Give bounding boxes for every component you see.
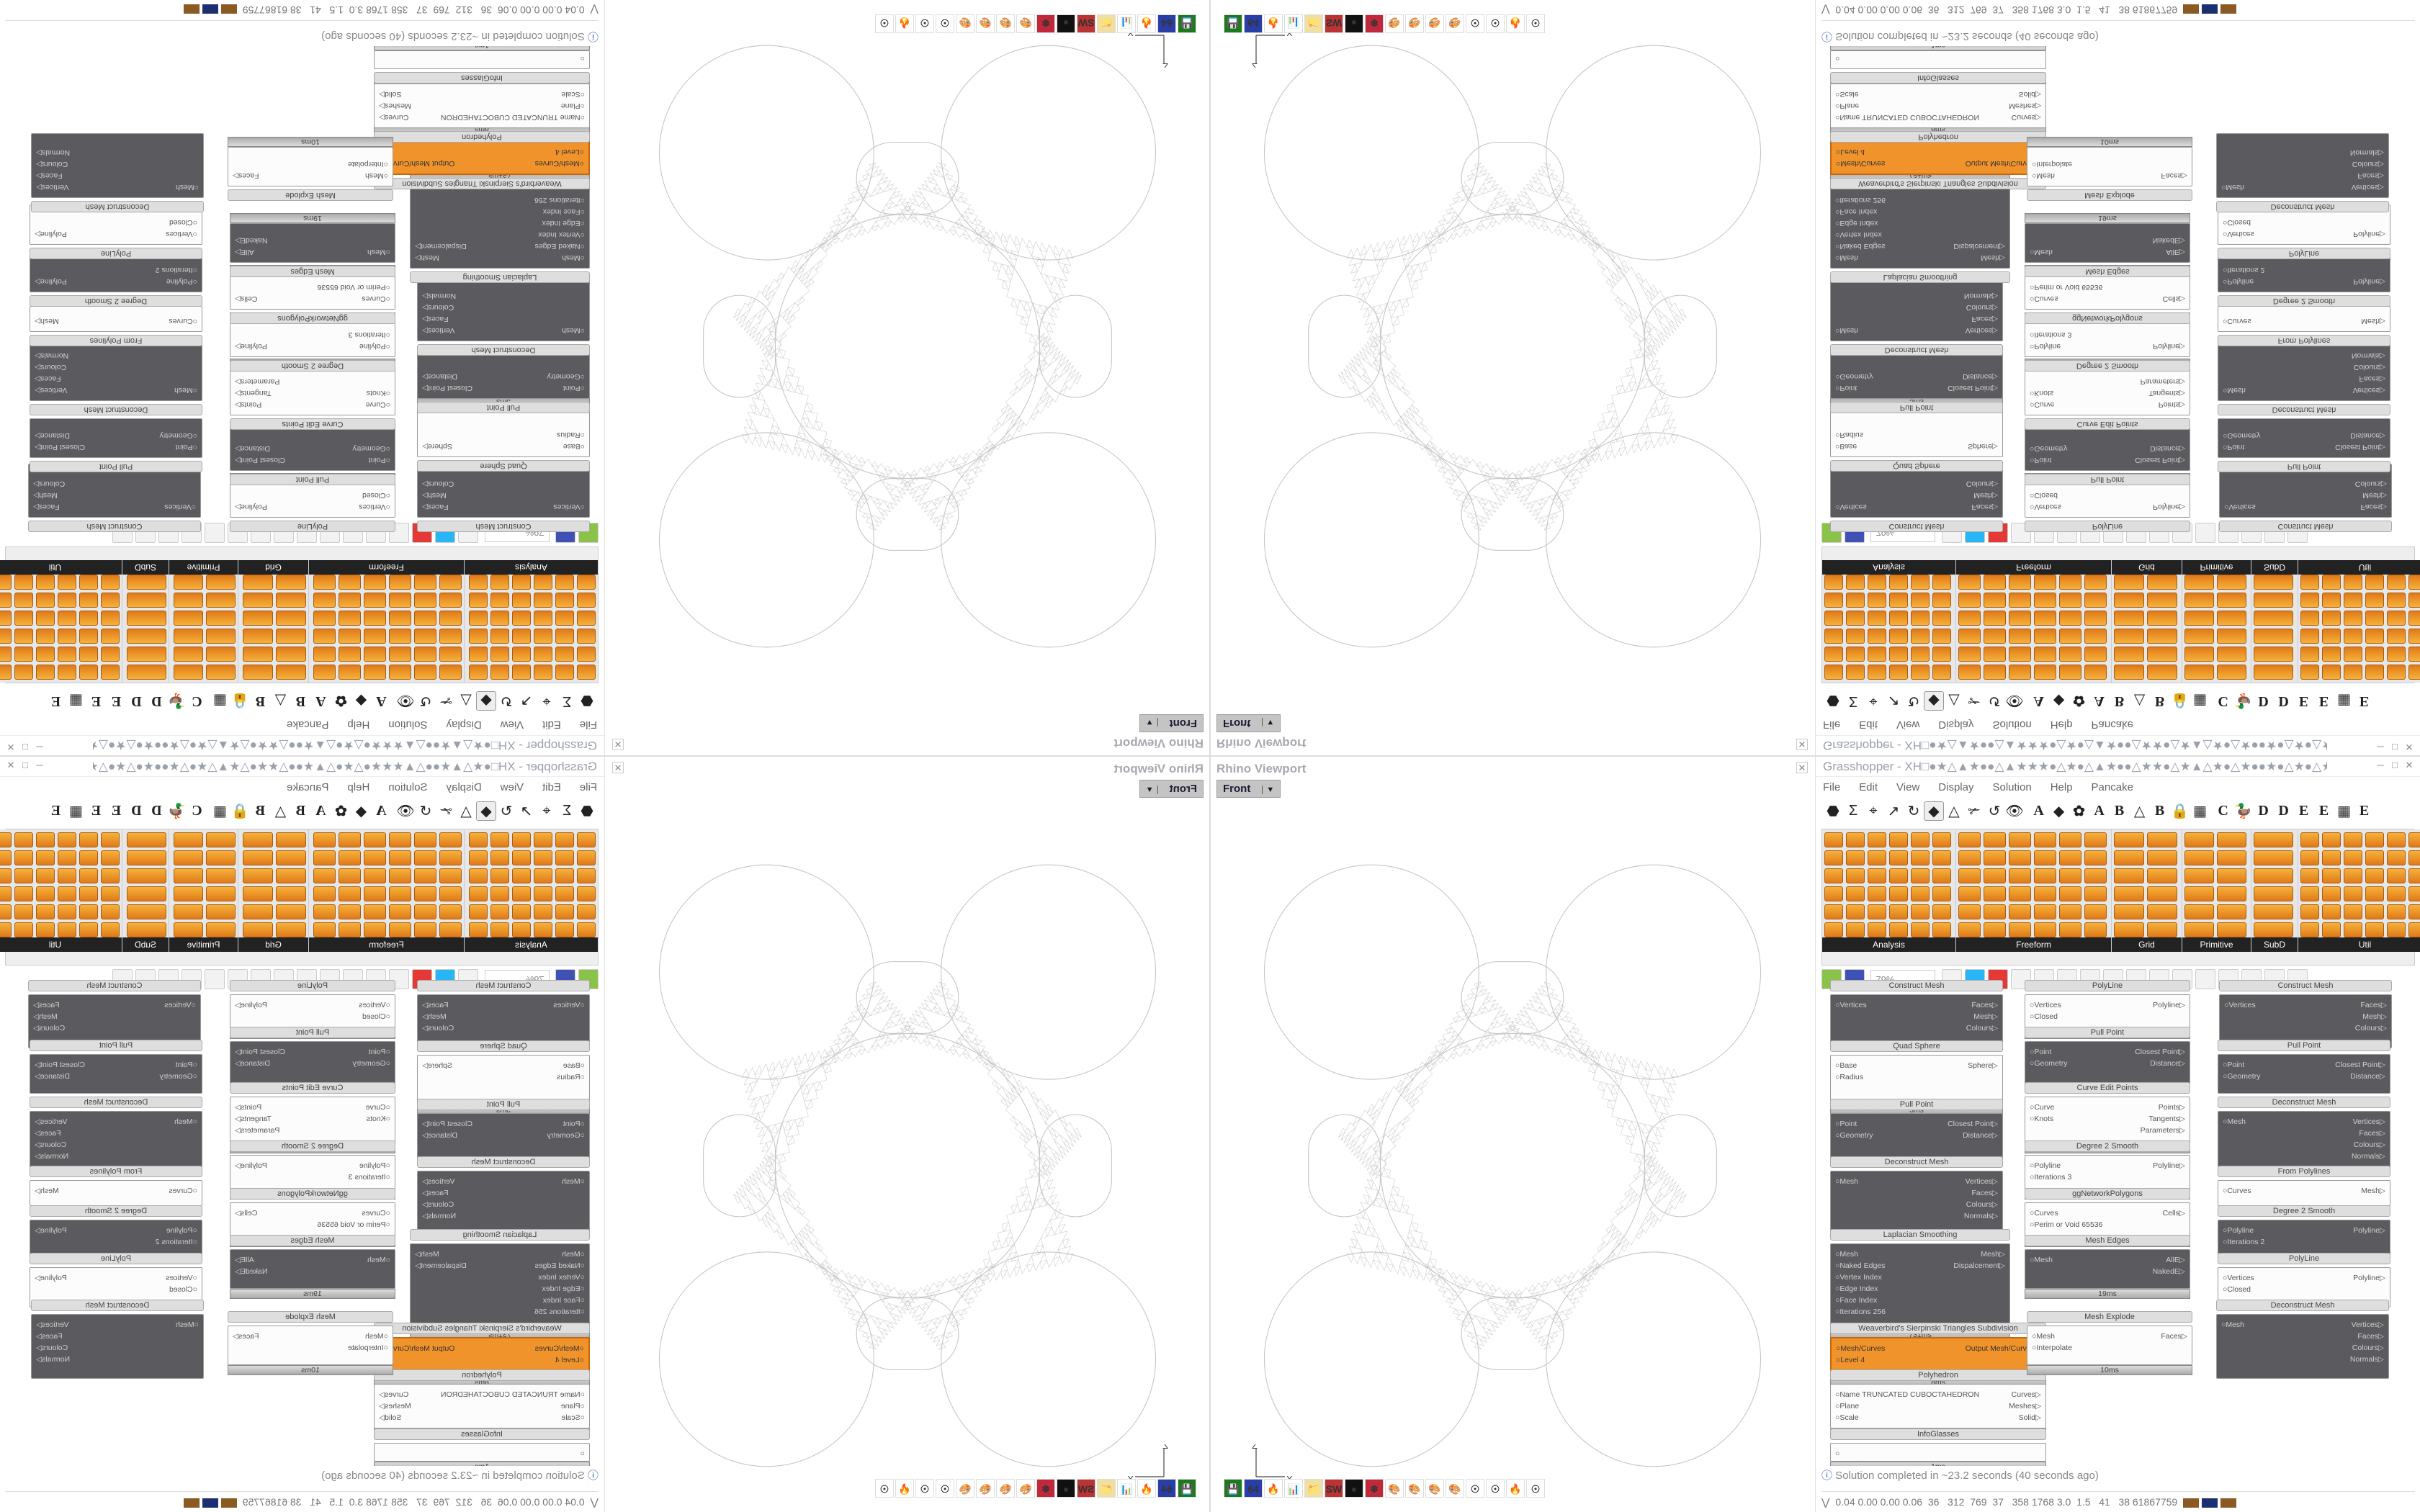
- svg-text:Z: Z: [1162, 1444, 1168, 1451]
- svg-text:Z: Z: [1252, 1444, 1258, 1451]
- svg-text:Z: Z: [1162, 61, 1168, 68]
- svg-text:Z: Z: [1252, 61, 1258, 68]
